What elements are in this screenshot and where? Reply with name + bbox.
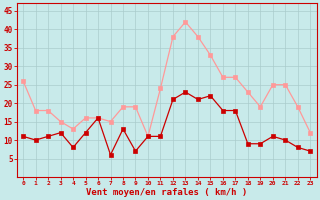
X-axis label: Vent moyen/en rafales ( km/h ): Vent moyen/en rafales ( km/h ) xyxy=(86,188,247,197)
